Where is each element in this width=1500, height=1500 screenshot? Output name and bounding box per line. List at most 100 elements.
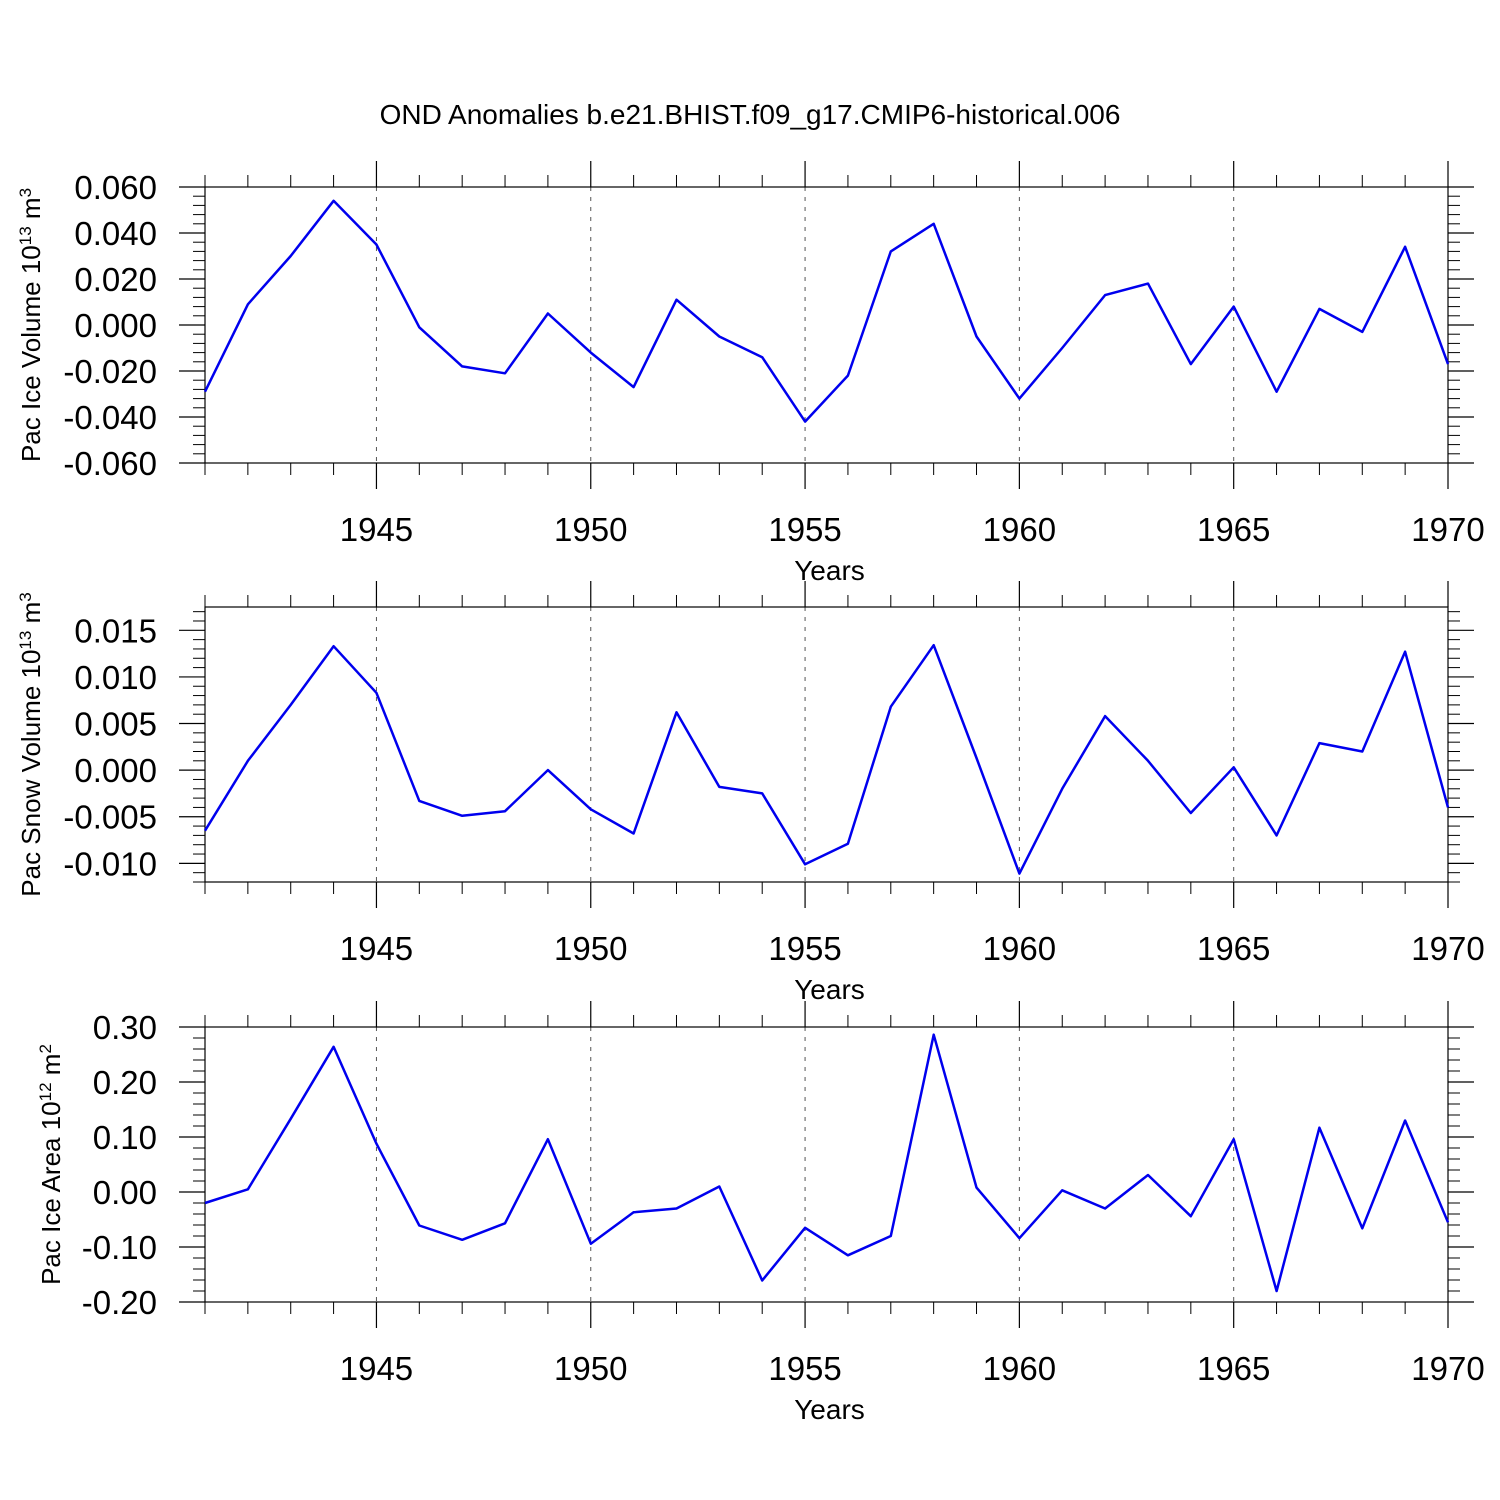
y-tick-label: -0.060 <box>63 445 157 482</box>
data-point <box>717 1185 721 1189</box>
data-point <box>975 756 979 760</box>
data-point <box>632 385 636 389</box>
data-point <box>503 371 507 375</box>
data-point <box>846 842 850 846</box>
data-point <box>589 1242 593 1246</box>
data-point <box>1146 282 1150 286</box>
data-point <box>932 643 936 647</box>
x-axis-label: Years <box>794 555 865 586</box>
data-point <box>546 768 550 772</box>
series-line <box>204 1033 1450 1293</box>
data-point <box>546 312 550 316</box>
data-point <box>332 199 336 203</box>
data-point <box>1232 1137 1236 1141</box>
data-point <box>1403 245 1407 249</box>
data-point <box>674 298 678 302</box>
data-point <box>503 809 507 813</box>
data-point <box>1189 362 1193 366</box>
data-point <box>246 759 250 763</box>
data-point <box>1189 1214 1193 1218</box>
data-point <box>1232 765 1236 769</box>
data-point <box>803 1226 807 1230</box>
data-point <box>1103 714 1107 718</box>
data-point <box>289 703 293 707</box>
y-tick-label: -0.040 <box>63 399 157 436</box>
data-point <box>803 420 807 424</box>
data-point <box>932 222 936 226</box>
x-tick-label: 1965 <box>1197 511 1270 548</box>
data-point <box>889 705 893 709</box>
data-point <box>374 691 378 695</box>
data-point <box>1275 833 1279 837</box>
data-point <box>289 1117 293 1121</box>
y-tick-label: -0.20 <box>82 1284 157 1321</box>
data-point <box>1189 811 1193 815</box>
data-point <box>289 254 293 258</box>
data-point <box>1403 650 1407 654</box>
y-axis-label: Pac Ice Area 1012 m2 <box>36 1044 67 1285</box>
data-point <box>632 832 636 836</box>
y-tick-label: 0.005 <box>74 706 157 743</box>
data-point <box>975 335 979 339</box>
x-tick-label: 1945 <box>340 511 413 548</box>
data-point <box>760 791 764 795</box>
data-point <box>674 1207 678 1211</box>
data-point <box>203 390 207 394</box>
data-point <box>932 1033 936 1037</box>
plot-frame <box>204 186 1449 464</box>
data-point <box>589 351 593 355</box>
data-point <box>374 243 378 247</box>
y-tick-label: 0.20 <box>93 1064 157 1101</box>
y-tick-label: 0.30 <box>93 1009 157 1046</box>
data-point <box>632 1210 636 1214</box>
data-point <box>374 1142 378 1146</box>
data-point <box>846 1253 850 1257</box>
data-point <box>417 325 421 329</box>
y-tick-label: 0.015 <box>74 612 157 649</box>
x-tick-label: 1965 <box>1197 1350 1270 1387</box>
data-point <box>1317 741 1321 745</box>
data-point <box>1017 397 1021 401</box>
series-line <box>203 199 1450 423</box>
y-tick-label: -0.010 <box>63 845 157 882</box>
data-point <box>1060 346 1064 350</box>
data-point <box>1017 872 1021 876</box>
data-point <box>460 1238 464 1242</box>
data-point <box>203 829 207 833</box>
panel-2: 1945 1950 1955 1960 1965 1970 Years 0.015 0.010 0… <box>16 581 1485 1005</box>
y-tick-label: 0.040 <box>74 215 157 252</box>
x-tick-label: 1960 <box>983 511 1056 548</box>
data-point <box>1060 1188 1064 1192</box>
data-point <box>1103 1207 1107 1211</box>
x-tick-label: 1965 <box>1197 930 1270 967</box>
x-axis-label: Years <box>794 974 865 1005</box>
y-axis-label: Pac Ice Volume 1013 m3 <box>16 188 47 462</box>
y-tick-label: -0.005 <box>63 799 157 836</box>
x-tick-label: 1960 <box>983 1350 1056 1387</box>
data-point <box>1360 1226 1364 1230</box>
data-point <box>1146 759 1150 763</box>
data-point <box>717 335 721 339</box>
x-tick-label: 1960 <box>983 930 1056 967</box>
data-point <box>503 1221 507 1225</box>
plot-frame <box>204 1026 1449 1303</box>
x-tick-label: 1950 <box>554 930 627 967</box>
data-point <box>803 862 807 866</box>
x-tick-label: 1955 <box>768 511 841 548</box>
data-point <box>332 1045 336 1049</box>
x-tick-label: 1945 <box>340 930 413 967</box>
y-tick-label: 0.00 <box>93 1174 157 1211</box>
x-tick-label: 1950 <box>554 511 627 548</box>
y-axis-label: Pac Snow Volume 1013 m3 <box>16 592 47 896</box>
data-point <box>417 1224 421 1228</box>
data-point <box>975 1186 979 1190</box>
data-point <box>1446 805 1450 809</box>
x-tick-label: 1970 <box>1411 930 1484 967</box>
data-point <box>417 799 421 803</box>
data-point <box>332 644 336 648</box>
panels: 1945 1950 1955 1960 1965 1970 Years 0.060 0.040 0… <box>16 161 1485 1425</box>
data-point <box>1317 307 1321 311</box>
y-tick-label: -0.10 <box>82 1229 157 1266</box>
data-point <box>246 302 250 306</box>
